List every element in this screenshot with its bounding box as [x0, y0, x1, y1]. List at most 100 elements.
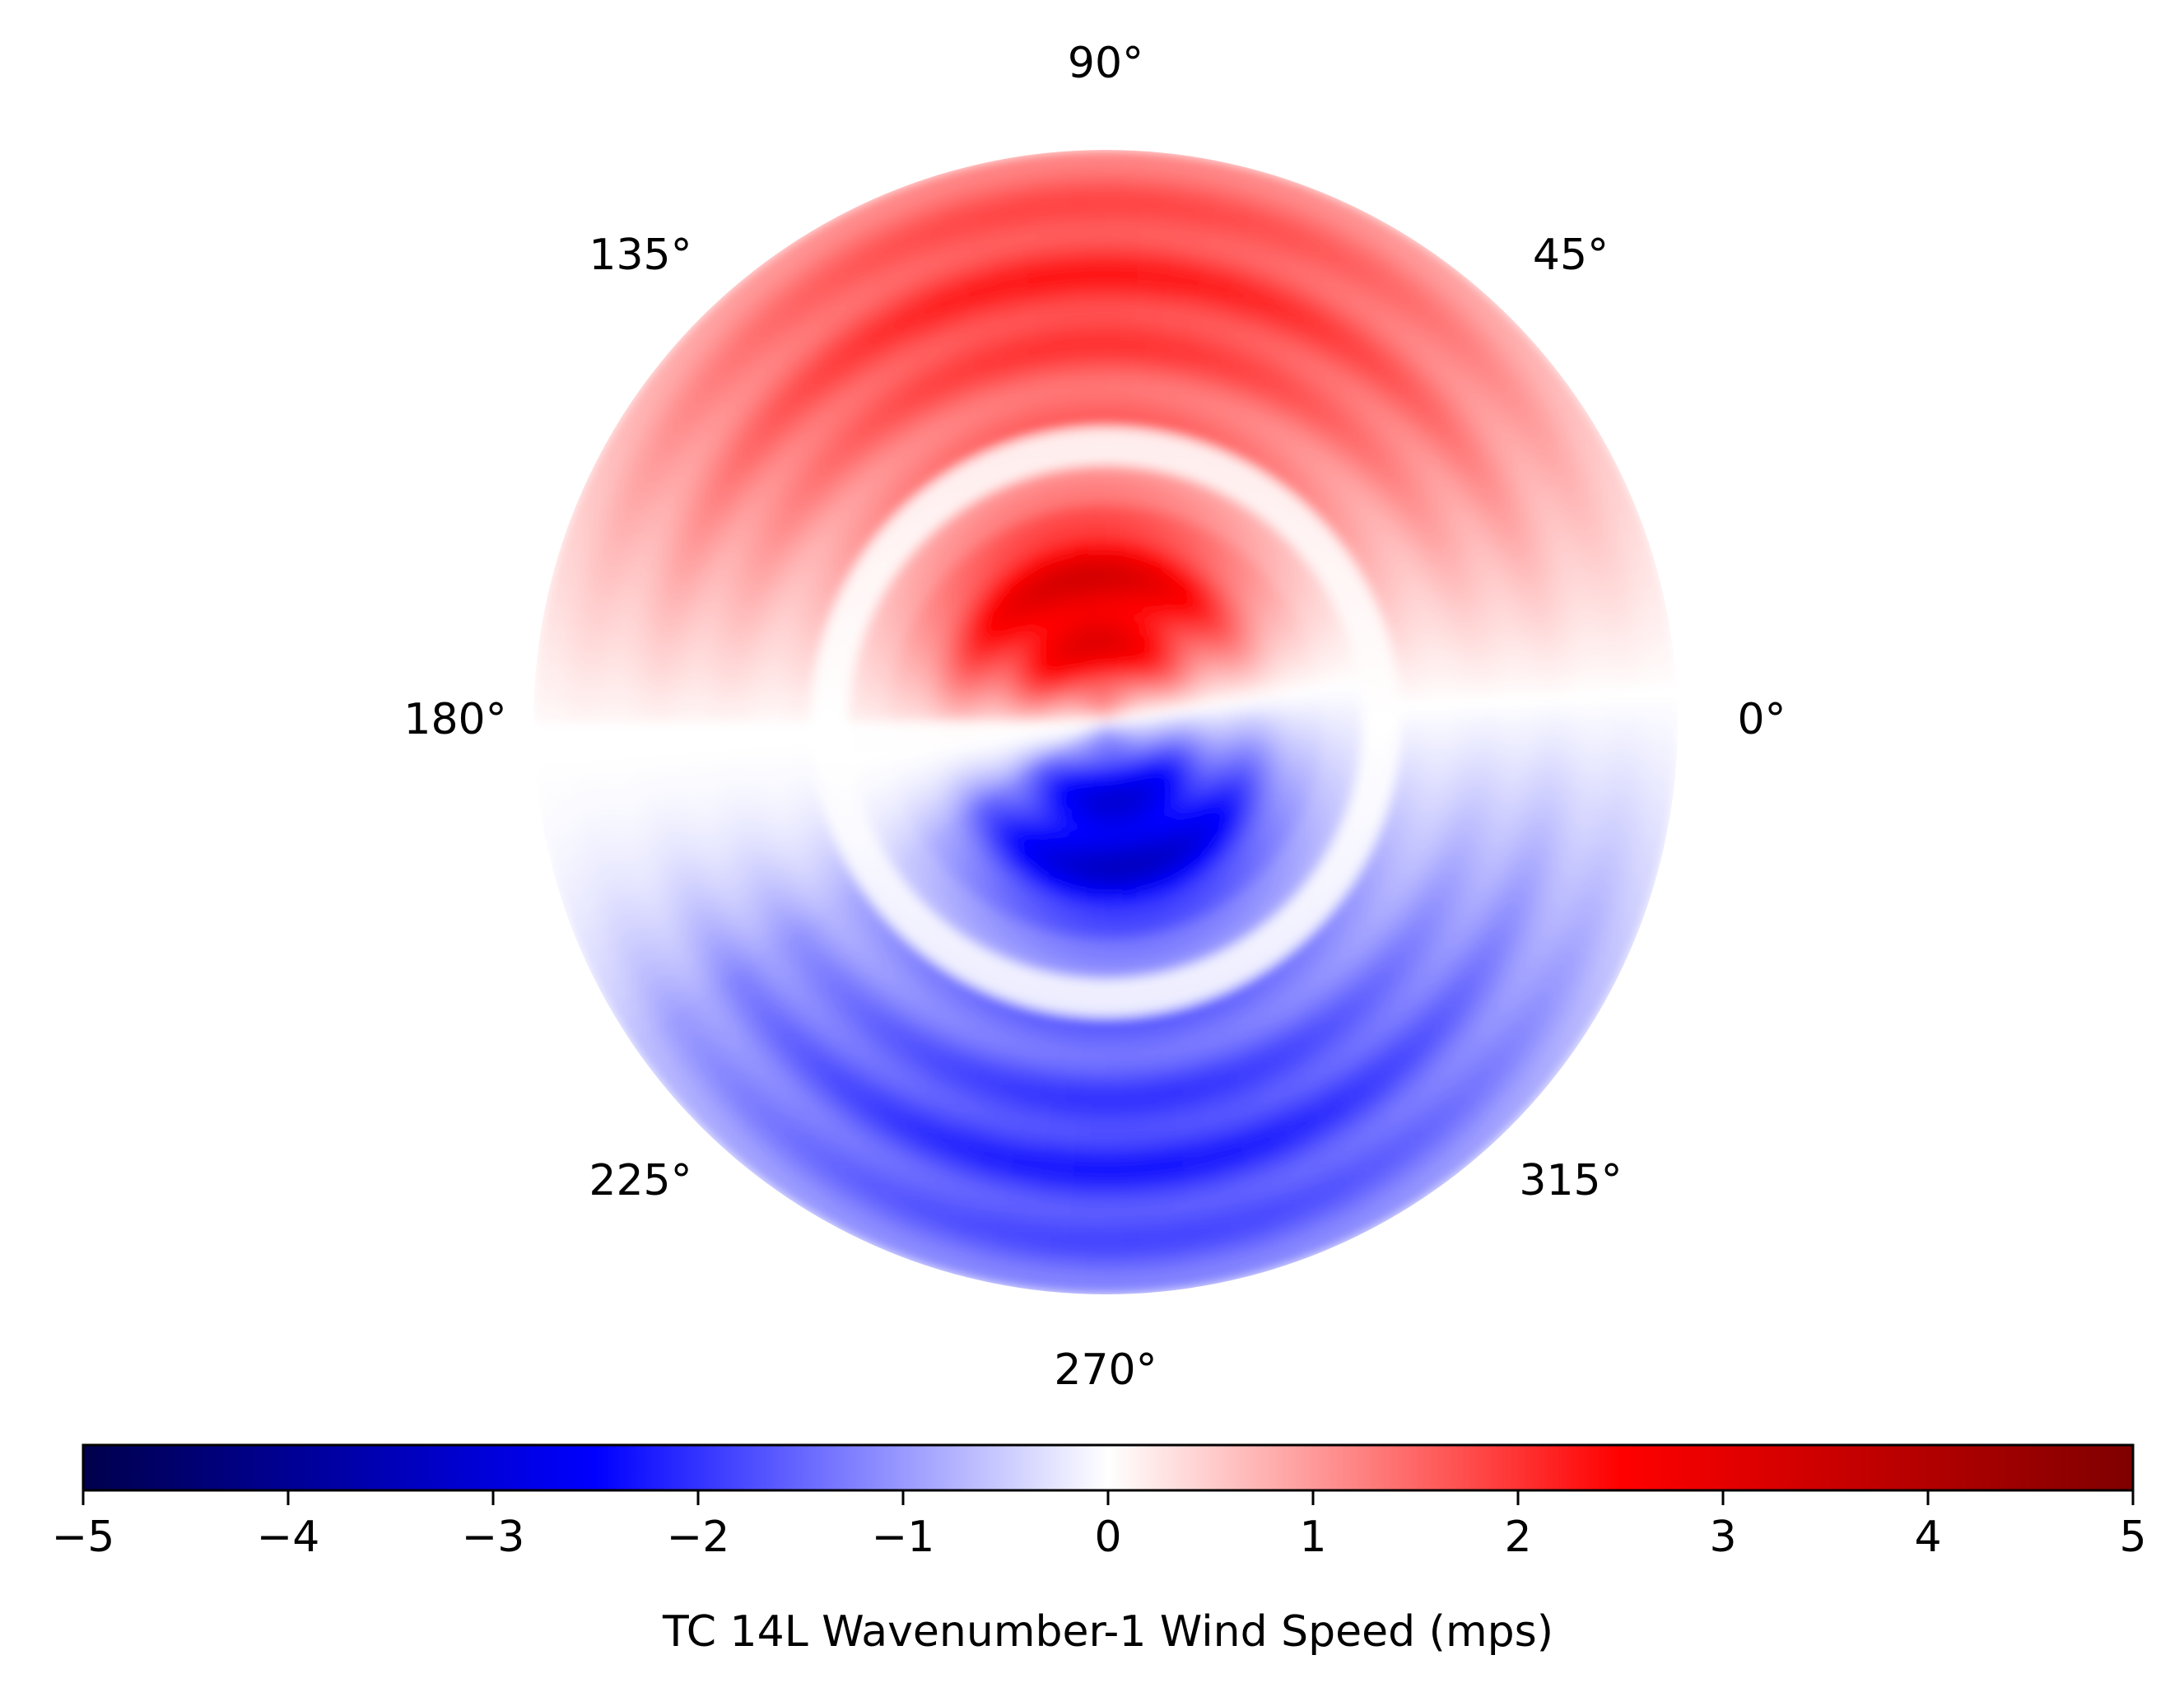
- field-cell: [1105, 921, 1114, 933]
- field-cell: [1105, 902, 1113, 914]
- field-cell: [838, 721, 850, 732]
- field-cell: [1085, 902, 1094, 913]
- field-cell: [1089, 930, 1099, 942]
- field-cell: [1096, 473, 1106, 485]
- field-cell: [1362, 702, 1373, 714]
- field-cell: [1305, 706, 1316, 716]
- field-cell: [1117, 531, 1126, 543]
- field-cell: [1097, 940, 1106, 952]
- field-cell: [857, 704, 868, 715]
- field-cell: [1081, 939, 1092, 951]
- field-cell: [1083, 911, 1093, 923]
- field-cell: [1096, 464, 1106, 475]
- field-cell: [1087, 473, 1098, 485]
- field-cell: [1180, 721, 1192, 726]
- field-cell: [1101, 836, 1106, 847]
- field-cell: [1099, 864, 1106, 875]
- field-cell: [1153, 721, 1164, 725]
- field-cell: [1305, 714, 1316, 723]
- field-cell: [952, 711, 964, 718]
- field-cell: [866, 713, 878, 723]
- field-cell: [848, 694, 860, 706]
- field-cell: [1105, 455, 1115, 466]
- field-cell: [1276, 721, 1288, 730]
- field-cell: [1334, 713, 1345, 723]
- field-cell: [1332, 737, 1344, 748]
- field-cell: [1332, 697, 1344, 707]
- field-cell: [1091, 911, 1100, 923]
- field-cell: [1090, 921, 1100, 933]
- field-cell: [1099, 569, 1106, 580]
- field-cell: [1324, 713, 1335, 723]
- field-cell: [1295, 728, 1306, 737]
- field-cell: [924, 721, 935, 730]
- field-cell: [849, 685, 861, 697]
- field-cell: [1343, 712, 1354, 723]
- field-cell: [1113, 949, 1123, 962]
- field-cell: [1113, 473, 1124, 485]
- field-cell: [1078, 464, 1089, 477]
- field-cell: [1087, 464, 1098, 476]
- field-cell: [1121, 958, 1133, 971]
- field-cell: [876, 729, 887, 739]
- field-cell: [1134, 721, 1144, 725]
- field-cell: [962, 716, 973, 723]
- field-cell: [848, 739, 860, 750]
- field-cell: [866, 721, 878, 731]
- field-cell: [1120, 493, 1130, 505]
- field-cell: [1105, 569, 1112, 580]
- field-cell: [1097, 492, 1106, 504]
- field-cell: [1086, 455, 1097, 466]
- field-cell: [876, 705, 887, 716]
- field-cell: [838, 730, 850, 742]
- field-cell: [1257, 726, 1269, 734]
- field-cell: [1096, 455, 1106, 466]
- field-cell: [857, 738, 869, 749]
- field-cell: [962, 711, 973, 718]
- field-cell: [1088, 940, 1099, 952]
- field-cell: [877, 697, 888, 708]
- field-cell: [999, 717, 1011, 723]
- field-cell: [914, 715, 925, 723]
- field-cell: [1111, 521, 1120, 533]
- field-cell: [1112, 930, 1122, 942]
- field-cell: [1285, 728, 1297, 736]
- field-cell: [857, 730, 868, 740]
- field-cell: [1105, 931, 1114, 943]
- field-cell: [1111, 921, 1121, 933]
- field-cell: [1098, 893, 1106, 904]
- field-cell: [1105, 559, 1112, 571]
- field-cell: [1343, 721, 1354, 732]
- field-cell: [1099, 559, 1106, 571]
- field-cell: [1099, 874, 1106, 885]
- field-cell: [1341, 746, 1353, 758]
- field-cell: [1068, 977, 1079, 989]
- field-cell: [876, 713, 887, 723]
- field-cell: [1070, 958, 1082, 970]
- field-cell: [1105, 521, 1114, 533]
- field-cell: [1130, 465, 1143, 478]
- field-cell: [1333, 730, 1345, 739]
- field-cell: [1124, 721, 1135, 724]
- field-cell: [924, 715, 935, 723]
- field-cell: [943, 710, 954, 718]
- field-cell: [1352, 730, 1364, 741]
- field-cell: [1123, 455, 1134, 467]
- field-cell: [1077, 977, 1088, 990]
- field-cell: [1267, 721, 1278, 729]
- field-cell: [914, 721, 925, 730]
- field-cell: [1083, 921, 1092, 932]
- field-cell: [1171, 721, 1183, 725]
- field-cell: [1097, 501, 1106, 513]
- field-cell: [1105, 492, 1115, 504]
- field-cell: [1276, 727, 1288, 736]
- field-cell: [1097, 483, 1106, 494]
- field-cell: [1238, 726, 1250, 733]
- field-cell: [1314, 706, 1325, 716]
- field-cell: [857, 712, 868, 723]
- field-cell: [905, 707, 916, 716]
- field-cell: [914, 708, 926, 716]
- field-cell: [1105, 864, 1112, 875]
- field-cell: [896, 699, 907, 709]
